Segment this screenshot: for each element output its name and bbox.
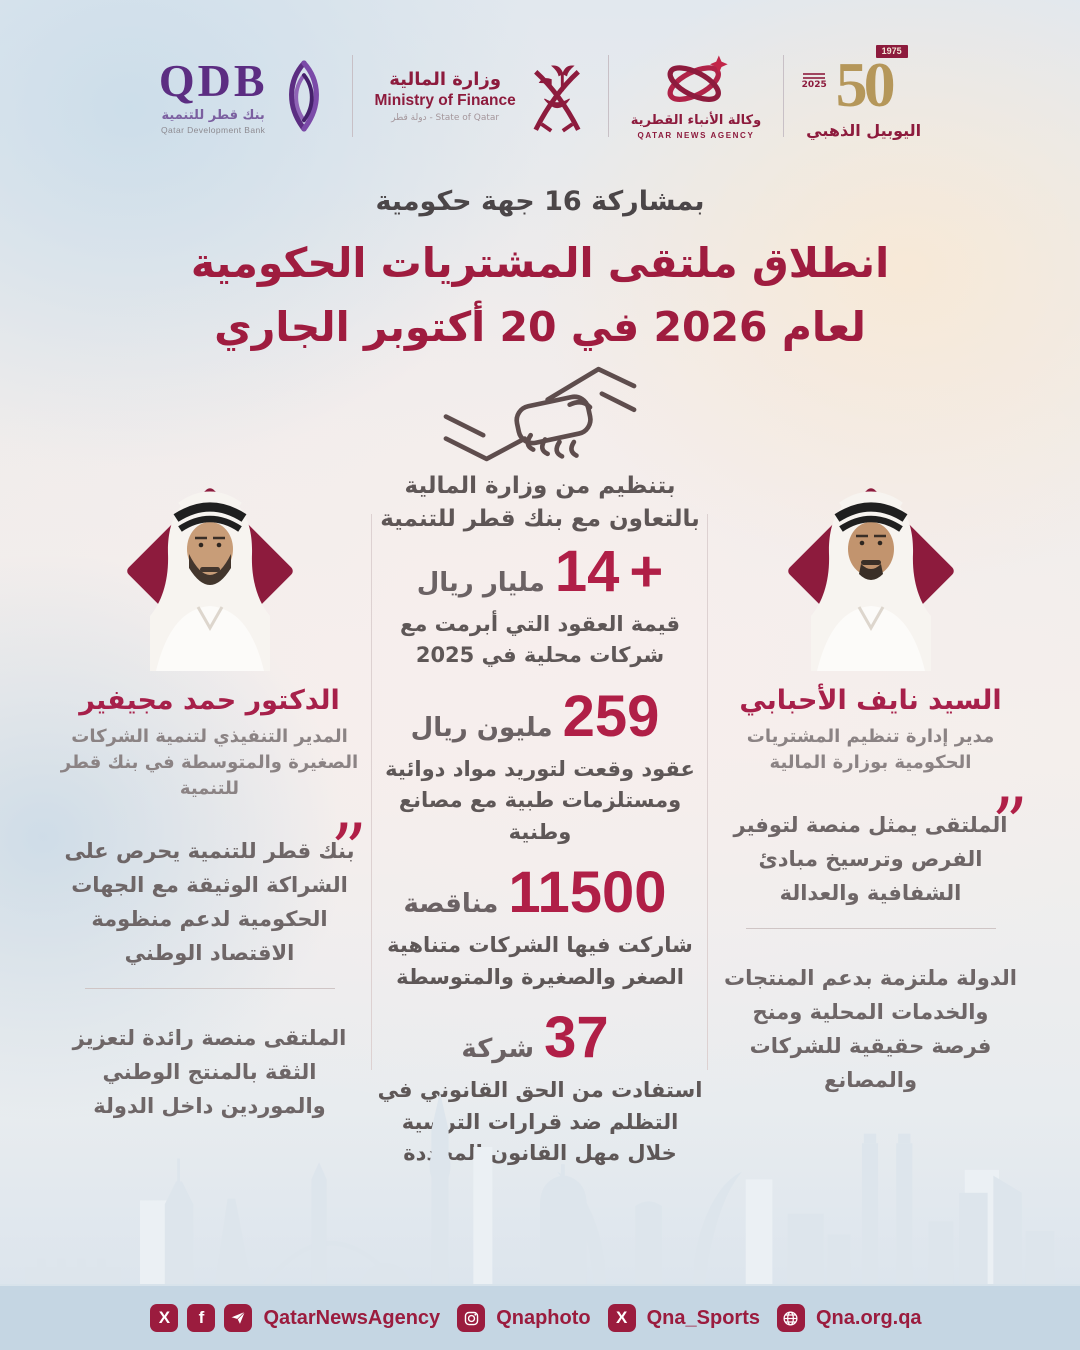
- speaker-left-role: المدير التنفيذي لتنمية الشركات الصغيرة و…: [60, 726, 359, 800]
- speaker-right-quote2: الدولة ملتزمة بدعم المنتجات والخدمات الم…: [723, 966, 1018, 1093]
- ministry-of-finance-logo: وزارة المالية Ministry of Finance دولة ق…: [375, 58, 586, 134]
- mof-name-en: Ministry of Finance: [374, 92, 516, 109]
- speaker-left-quote1: ” بنك قطر للتنمية يحرص على الشراكة الوثي…: [64, 808, 367, 966]
- handshake-icon: [443, 366, 637, 462]
- quote-divider: [745, 928, 996, 930]
- stat-tenders: 11500 مناقصة شاركت فيها الشركات متناهية …: [375, 860, 705, 993]
- mof-name-ar: وزارة المالية: [389, 69, 502, 90]
- doha-skyline-silhouette: [25, 1091, 1055, 1288]
- stat-unit: مناقصة: [403, 889, 499, 920]
- stat-caption: قيمة العقود التي أبرمت مع شركات محلية في…: [399, 611, 680, 668]
- column-divider-left: [371, 514, 372, 1070]
- qna-mark-icon: [667, 55, 728, 102]
- speaker-right-name: السيد نايف الأحبابي: [739, 685, 1002, 716]
- organizer-line2: بالتعاون مع بنك قطر للتنمية: [380, 505, 700, 532]
- qatar-emblem-icon: [533, 65, 581, 133]
- qdb-acronym: QDB: [158, 54, 268, 106]
- speaker-left: الدكتور حمد مجيفير المدير التنفيذي لتنمي…: [52, 476, 367, 1123]
- x-icon[interactable]: X: [607, 1304, 636, 1332]
- divider: [351, 55, 353, 137]
- jubilee-year-mini: 2025: [802, 71, 827, 90]
- divider: [607, 55, 609, 137]
- speaker-left-name: الدكتور حمد مجيفير: [79, 685, 340, 716]
- stat-value: 37: [544, 1005, 609, 1071]
- facebook-icon[interactable]: f: [187, 1304, 216, 1332]
- quote-divider: [84, 988, 335, 990]
- stat-contract-value: + 14 مليار ريال قيمة العقود التي أبرمت م…: [375, 539, 705, 672]
- stat-medical-contracts: 259 مليون ريال عقود وقعت لتوريد مواد دوا…: [375, 683, 705, 848]
- qdb-name-en: Qatar Development Bank: [161, 124, 266, 135]
- jubilee-label: اليوبيل الذهبي: [806, 120, 922, 140]
- stat-caption: شاركت فيها الشركات متناهية الصغر والصغير…: [387, 933, 693, 989]
- footer-handle-sports[interactable]: Qna_Sports: [646, 1306, 760, 1329]
- page-title: انطلاق ملتقى المشتريات الحكومية لعام 202…: [0, 232, 1080, 359]
- logo-strip: QDB بنك قطر للتنمية Qatar Development Ba…: [0, 44, 1080, 140]
- telegram-icon[interactable]: [224, 1304, 253, 1332]
- stat-value: 259: [562, 683, 660, 749]
- title-line1: انطلاق ملتقى المشتريات الحكومية: [190, 239, 890, 287]
- footer-website[interactable]: Qna.org.qa: [815, 1306, 922, 1329]
- footer-handle-main[interactable]: QatarNewsAgency: [263, 1306, 441, 1329]
- stat-unit: شركة: [461, 1034, 535, 1065]
- speaker-right: السيد نايف الأحبابي مدير إدارة تنظيم الم…: [713, 476, 1028, 1097]
- divider: [783, 55, 785, 137]
- organizer-caption: بتنظيم من وزارة المالية بالتعاون مع بنك …: [0, 470, 1080, 535]
- title-line2: لعام 2026 في 20 أكتوبر الجاري: [214, 302, 866, 351]
- portrait-right: [787, 488, 954, 671]
- golden-jubilee-logo: 2025 50 1975 اليوبيل الذهبي: [802, 44, 922, 140]
- mof-subtitle: دولة قطر - State of Qatar: [391, 113, 500, 123]
- qna-name-ar: وكالة الأنباء القطرية: [630, 113, 762, 128]
- stat-unit: مليون ريال: [410, 712, 553, 743]
- x-icon[interactable]: X: [150, 1304, 179, 1332]
- footer-handle-instagram[interactable]: Qnaphoto: [496, 1306, 591, 1329]
- quote-icon: ”: [991, 782, 1028, 867]
- globe-icon[interactable]: [776, 1304, 805, 1332]
- stat-value: 14: [554, 539, 620, 604]
- qdb-logo: QDB بنك قطر للتنمية Qatar Development Ba…: [159, 52, 330, 140]
- portrait-left: [126, 488, 293, 671]
- speaker-right-role: مدير إدارة تنظيم المشتريات الحكومية بوزا…: [746, 726, 995, 774]
- stat-unit: مليار ريال: [416, 568, 545, 598]
- qna-name-en: QATAR NEWS AGENCY: [637, 131, 755, 140]
- stat-prefix: +: [629, 539, 664, 604]
- qna-logo: وكالة الأنباء القطرية QATAR NEWS AGENCY: [631, 52, 761, 140]
- qdb-flame-icon: [288, 60, 319, 132]
- column-divider-right: [707, 514, 708, 1070]
- stat-caption: عقود وقعت لتوريد مواد دوائية ومستلزمات ط…: [385, 756, 695, 844]
- quote-icon: ”: [330, 808, 367, 893]
- stat-value: 11500: [508, 860, 667, 926]
- jubilee-50: 50: [835, 48, 896, 120]
- instagram-icon[interactable]: [457, 1304, 486, 1332]
- qdb-name-ar: بنك قطر للتنمية: [161, 107, 265, 123]
- speaker-right-quote1: ” الملتقى يمثل منصة لتوفير الفرص وترسيخ …: [733, 782, 1028, 906]
- stats-column: + 14 مليار ريال قيمة العقود التي أبرمت م…: [375, 539, 705, 1170]
- footer-social-bar: X f QatarNewsAgency Qnaphoto X Qna_Sport…: [0, 1284, 1080, 1350]
- speaker-left-quote2: الملتقى منصة رائدة لتعزيز الثقة بالمنتج …: [72, 1026, 347, 1119]
- kicker: بمشاركة 16 جهة حكومية: [375, 186, 705, 217]
- jubilee-founding-year-badge: 1975: [875, 44, 908, 58]
- organizer-line1: بتنظيم من وزارة المالية: [404, 473, 676, 499]
